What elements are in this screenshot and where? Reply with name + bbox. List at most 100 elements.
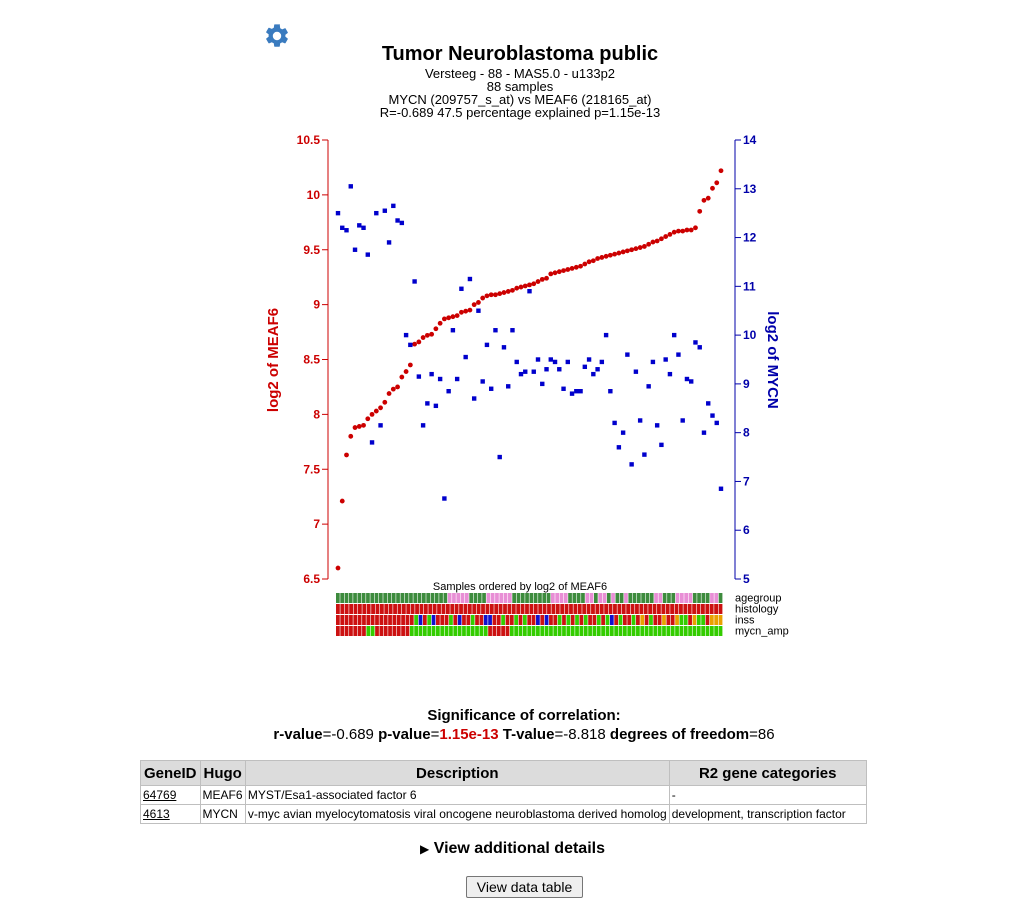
track-cell	[434, 593, 439, 603]
track-cell	[572, 593, 577, 603]
left-axis-label: log2 of MEAF6	[265, 308, 282, 412]
track-cell	[418, 626, 423, 636]
track-cell	[336, 604, 340, 614]
track-cell	[370, 593, 375, 603]
mycn-point	[471, 396, 477, 401]
meaf6-point	[450, 314, 456, 320]
mycn-point	[629, 462, 634, 467]
meaf6-point	[552, 270, 558, 276]
meaf6-point	[718, 168, 724, 174]
track-cell	[436, 615, 440, 625]
mycn-point	[340, 225, 345, 230]
track-cell	[509, 626, 514, 636]
track-cell	[466, 626, 471, 636]
mycn-point	[697, 345, 702, 350]
track-cell	[701, 626, 706, 636]
track-cell	[641, 593, 645, 603]
track-cell	[370, 626, 375, 636]
track-cell	[436, 626, 440, 636]
track-cell	[441, 604, 446, 614]
meaf6-point	[578, 263, 583, 269]
track-cell	[553, 626, 558, 636]
mycn-point	[565, 359, 570, 365]
track-cell	[401, 615, 405, 625]
chart-subtitle-1: Versteeg - 88 - MAS5.0 - u133p2	[425, 66, 615, 81]
meaf6-point	[446, 315, 452, 321]
track-cell	[718, 626, 723, 636]
track-cell	[447, 593, 452, 603]
meaf6-point	[688, 227, 694, 233]
meaf6-point	[544, 275, 549, 281]
header-geneid: GeneID	[140, 760, 201, 786]
track-cell	[357, 626, 362, 636]
track-cell	[511, 604, 516, 614]
track-cell	[679, 615, 684, 625]
mycn-point	[480, 379, 485, 384]
mycn-point	[689, 379, 694, 384]
meaf6-point	[382, 399, 388, 405]
track-cell	[473, 593, 478, 603]
mycn-point	[603, 332, 609, 338]
track-cell	[626, 604, 631, 614]
track-cell	[349, 615, 353, 625]
track-cell	[396, 626, 401, 636]
track-cell	[366, 593, 370, 603]
track-cell	[496, 615, 501, 625]
left-tick-label: 9	[313, 298, 320, 312]
mycn-point	[625, 352, 630, 357]
track-cell	[662, 593, 667, 603]
geneid-link[interactable]: 4613	[143, 807, 170, 821]
track-cell	[505, 615, 510, 625]
track-cell	[591, 604, 595, 614]
track-cell	[705, 626, 710, 636]
mycn-point	[557, 367, 562, 372]
track-cell	[508, 593, 512, 603]
track-cell	[559, 593, 564, 603]
mycn-point	[535, 357, 541, 362]
track-cell	[714, 593, 719, 603]
track-cell	[492, 615, 497, 625]
meaf6-point	[633, 246, 639, 252]
track-cell	[467, 604, 472, 614]
track-cell	[579, 626, 584, 636]
track-cell	[445, 604, 450, 614]
meaf6-point	[463, 308, 469, 314]
left-tick-label: 7.5	[303, 462, 320, 476]
gear-icon[interactable]	[263, 22, 291, 50]
header-hugo: Hugo	[199, 760, 246, 786]
track-cell	[667, 593, 671, 603]
track-cell	[527, 615, 532, 625]
track-cell	[627, 626, 632, 636]
track-cell	[437, 604, 441, 614]
additional-details-toggle[interactable]: ▶ View additional details	[420, 840, 605, 858]
meaf6-point	[476, 300, 481, 305]
track-cell	[555, 604, 560, 614]
track-cell	[604, 604, 609, 614]
meaf6-point	[488, 292, 494, 298]
view-data-table-button[interactable]: View data table	[466, 876, 583, 898]
track-cell	[683, 615, 688, 625]
track-cell	[536, 626, 540, 636]
mycn-point	[620, 430, 626, 435]
geneid-link[interactable]: 64769	[143, 788, 177, 802]
mycn-point	[425, 401, 430, 406]
track-cell	[709, 615, 714, 625]
mycn-point	[693, 340, 698, 345]
meaf6-point	[561, 268, 566, 274]
track-cell	[674, 604, 679, 614]
meaf6-point	[386, 391, 392, 396]
track-cell	[460, 593, 465, 603]
mycn-point	[454, 376, 460, 382]
track-cell	[718, 593, 723, 603]
track-cell	[370, 615, 375, 625]
left-tick-label: 8	[313, 407, 320, 421]
meaf6-point	[369, 411, 375, 417]
track-cell	[362, 626, 366, 636]
meaf6-point	[701, 197, 707, 203]
track-cell	[614, 615, 619, 625]
cell-hugo: MEAF6	[199, 785, 246, 805]
track-cell	[430, 593, 435, 603]
track-cell	[456, 593, 461, 603]
track-cell	[476, 604, 481, 614]
